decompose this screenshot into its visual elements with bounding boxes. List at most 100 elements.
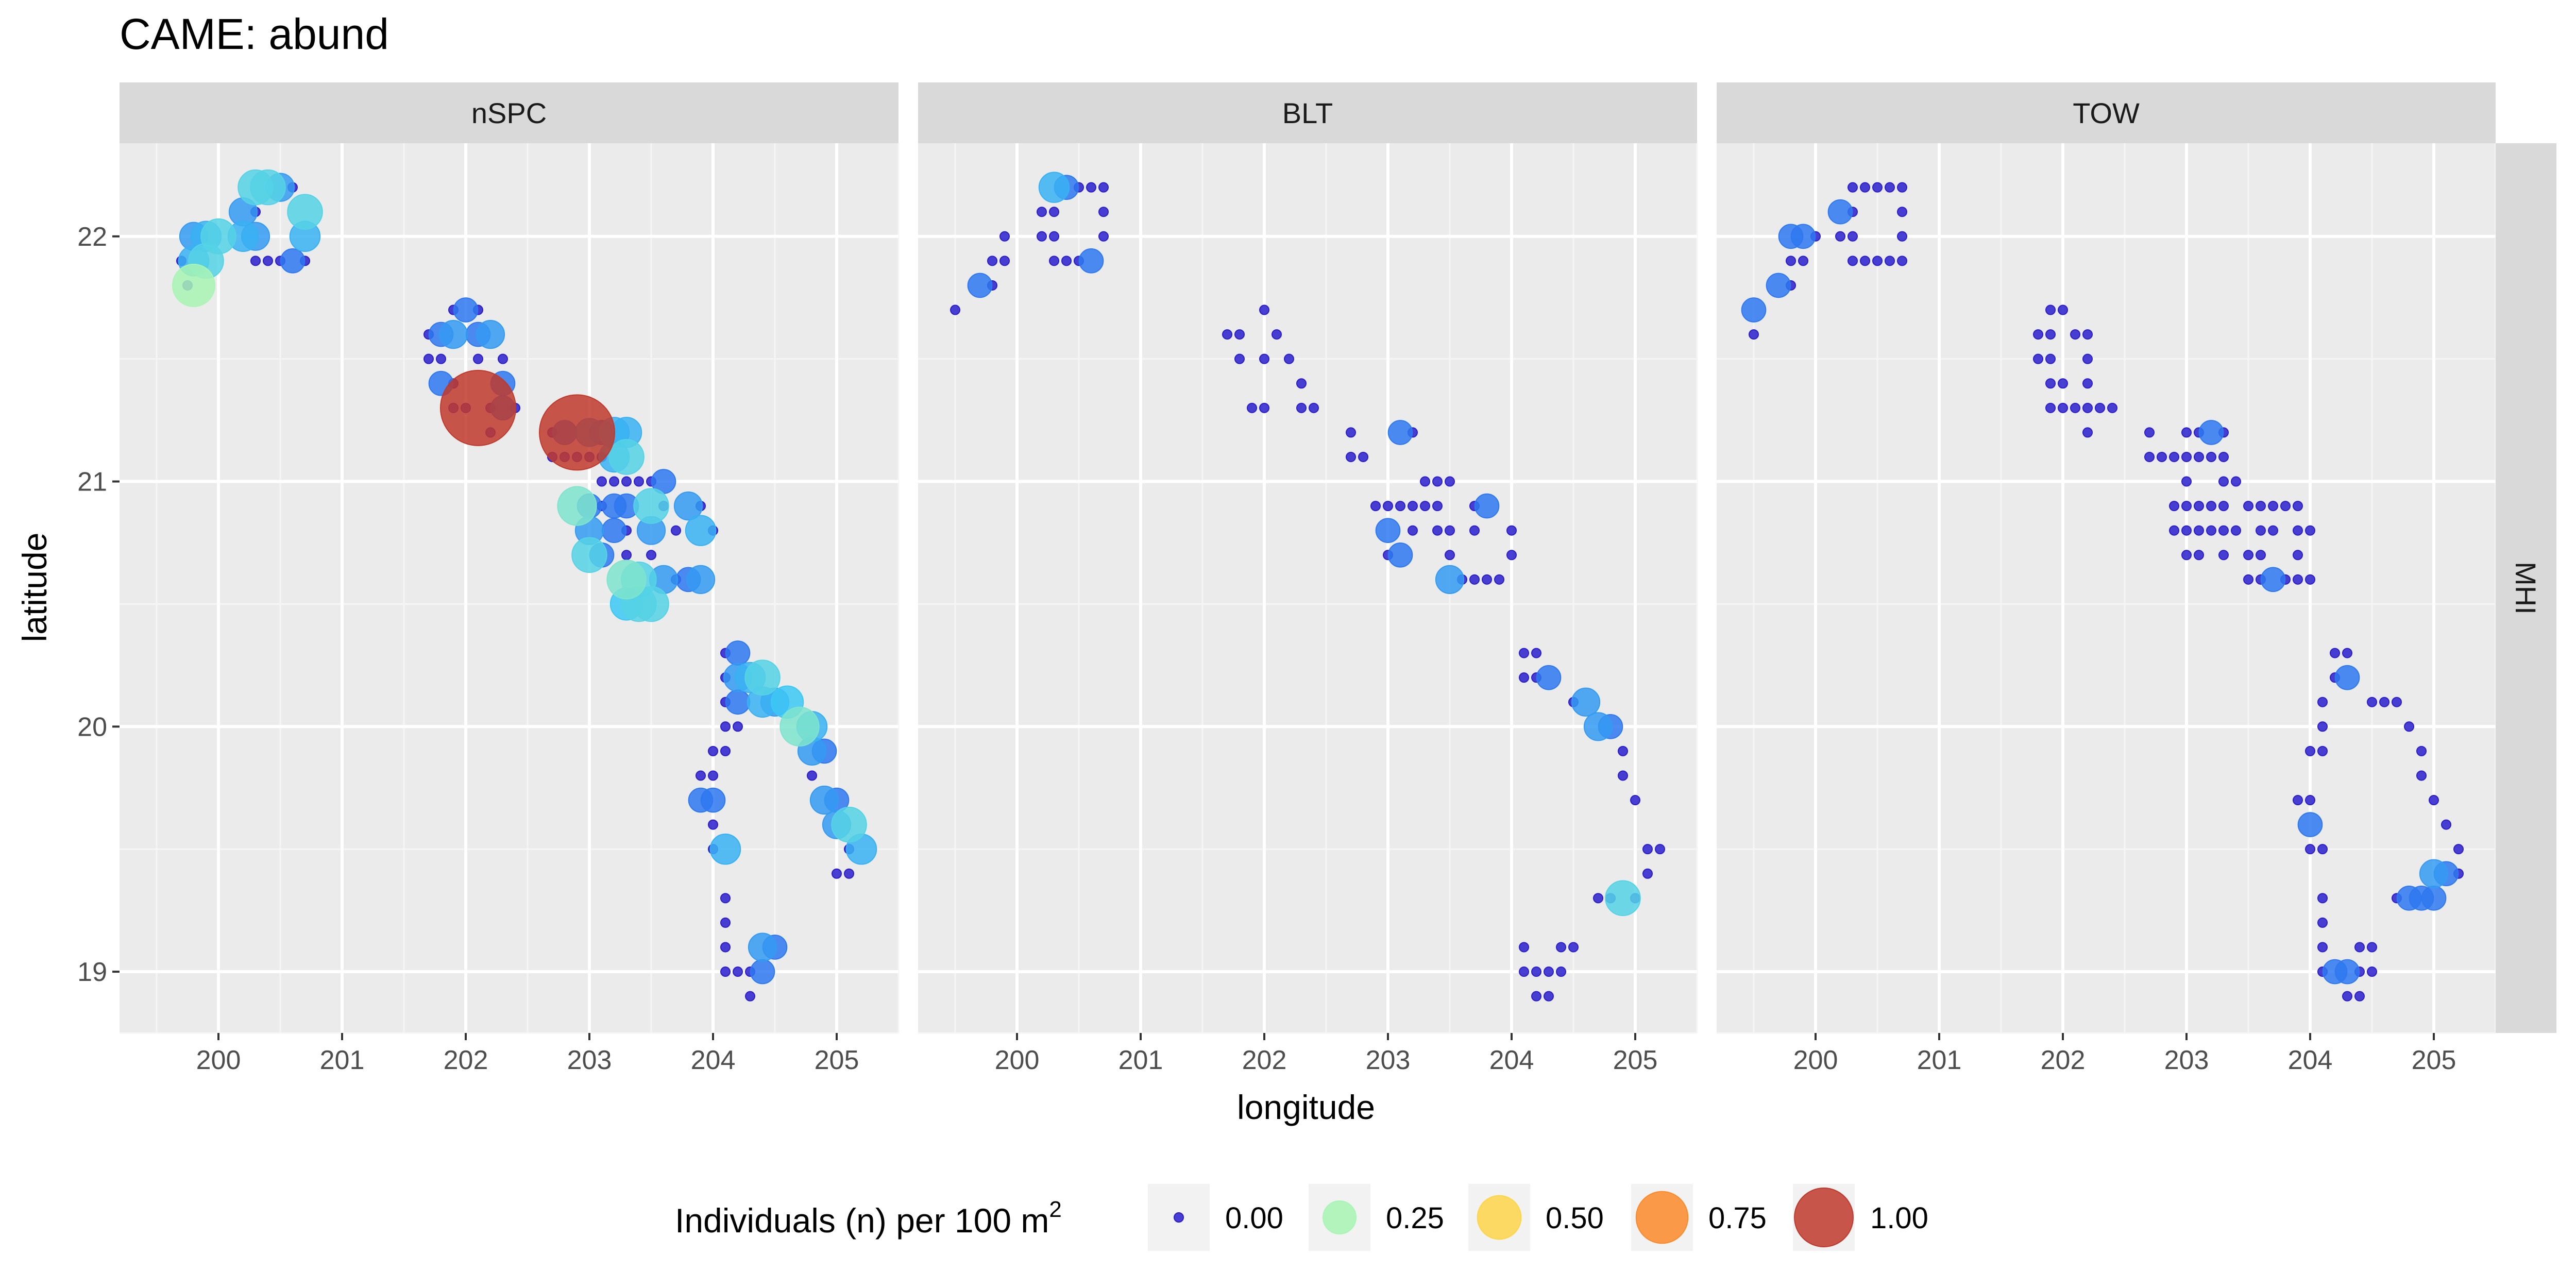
x-tick-label: 204	[2288, 1045, 2333, 1075]
data-point	[2144, 451, 2155, 462]
data-point	[1037, 231, 1047, 242]
data-point	[832, 868, 842, 879]
data-point	[2256, 525, 2266, 536]
data-point	[2107, 402, 2117, 413]
data-point	[2317, 844, 2328, 855]
data-point	[1749, 329, 1759, 340]
data-point	[633, 586, 669, 622]
row-strip: MHI	[2496, 143, 2556, 1033]
data-point	[967, 273, 993, 298]
data-point	[2243, 550, 2253, 561]
data-point	[2268, 525, 2278, 536]
data-point	[1786, 256, 1796, 266]
data-point	[2082, 427, 2093, 438]
data-point	[709, 833, 741, 865]
x-axis-title: longitude	[1237, 1088, 1375, 1126]
data-point	[2293, 525, 2303, 536]
facet-strip-label: BLT	[1282, 97, 1333, 129]
data-point	[436, 353, 446, 364]
data-point	[1296, 402, 1307, 413]
data-point	[2181, 451, 2192, 462]
data-point	[2194, 550, 2204, 561]
data-point	[1445, 476, 1455, 487]
data-point	[1531, 967, 1541, 977]
data-point	[1383, 501, 1393, 512]
points	[172, 169, 877, 1002]
data-point	[571, 537, 607, 573]
data-point	[1494, 574, 1504, 585]
data-point	[2317, 917, 2328, 928]
data-point	[2157, 451, 2167, 462]
data-point	[2305, 745, 2315, 756]
x-tick-label: 201	[1118, 1045, 1163, 1075]
data-point	[708, 745, 718, 756]
panel-background	[1717, 143, 2496, 1033]
data-point	[1482, 574, 1492, 585]
data-point	[1445, 550, 1455, 561]
data-point	[1506, 525, 1517, 536]
data-point	[1605, 880, 1641, 917]
chart-title: CAME: abund	[120, 10, 389, 58]
x-tick-label: 203	[567, 1045, 612, 1075]
data-point	[1474, 493, 1500, 519]
data-point	[720, 967, 731, 977]
data-point	[2404, 721, 2414, 732]
y-tick-label: 20	[77, 712, 107, 742]
data-point	[720, 893, 731, 904]
legend-label: 1.00	[1870, 1201, 1928, 1235]
data-point	[1469, 574, 1480, 585]
data-point	[1234, 329, 1245, 340]
data-point	[2095, 402, 2105, 413]
data-point	[2082, 378, 2093, 389]
legend-label: 0.50	[1546, 1201, 1604, 1235]
data-point	[1571, 687, 1601, 717]
data-point	[720, 721, 731, 732]
data-point	[2256, 550, 2266, 561]
data-point	[1387, 420, 1413, 445]
data-point	[2354, 942, 2365, 953]
x-tick-label: 200	[196, 1045, 241, 1075]
data-point	[2058, 378, 2068, 389]
data-point	[2293, 501, 2303, 512]
data-point	[733, 967, 743, 977]
data-point	[1827, 199, 1853, 225]
data-point	[2305, 795, 2315, 806]
data-point	[2045, 329, 2056, 340]
data-point	[1435, 565, 1465, 594]
data-point	[2181, 525, 2192, 536]
data-point	[557, 486, 597, 526]
row-strip-box	[2496, 143, 2556, 1033]
data-point	[745, 991, 755, 1002]
data-point	[609, 476, 619, 487]
data-point	[1259, 353, 1269, 364]
data-point	[1583, 712, 1613, 741]
data-point	[2082, 353, 2093, 364]
data-point	[440, 369, 516, 446]
data-point	[1247, 402, 1257, 413]
legend-label: 0.75	[1708, 1201, 1767, 1235]
data-point	[498, 353, 508, 364]
x-tick-label: 203	[2164, 1045, 2209, 1075]
data-point	[2293, 574, 2303, 585]
data-point	[1536, 665, 1562, 690]
data-point	[1234, 353, 1245, 364]
data-point	[2058, 402, 2068, 413]
data-point	[1593, 893, 1603, 904]
data-point	[2181, 501, 2192, 512]
legend-key-symbol	[1635, 1191, 1689, 1244]
data-point	[2297, 812, 2323, 837]
panel-tow: TOW 200 201 202 203 204 205	[1717, 82, 2497, 1075]
data-point	[685, 515, 717, 546]
data-point	[1358, 451, 1368, 462]
data-point	[1098, 231, 1109, 242]
data-point	[280, 248, 306, 274]
data-point	[621, 550, 632, 561]
legend-item: 0.25	[1309, 1184, 1444, 1251]
data-point	[1432, 476, 1443, 487]
x-tick-label: 202	[444, 1045, 488, 1075]
data-point	[750, 959, 775, 985]
data-point	[1860, 256, 1870, 266]
data-point	[2416, 770, 2427, 781]
data-point	[1544, 967, 1554, 977]
data-point	[1038, 172, 1070, 203]
